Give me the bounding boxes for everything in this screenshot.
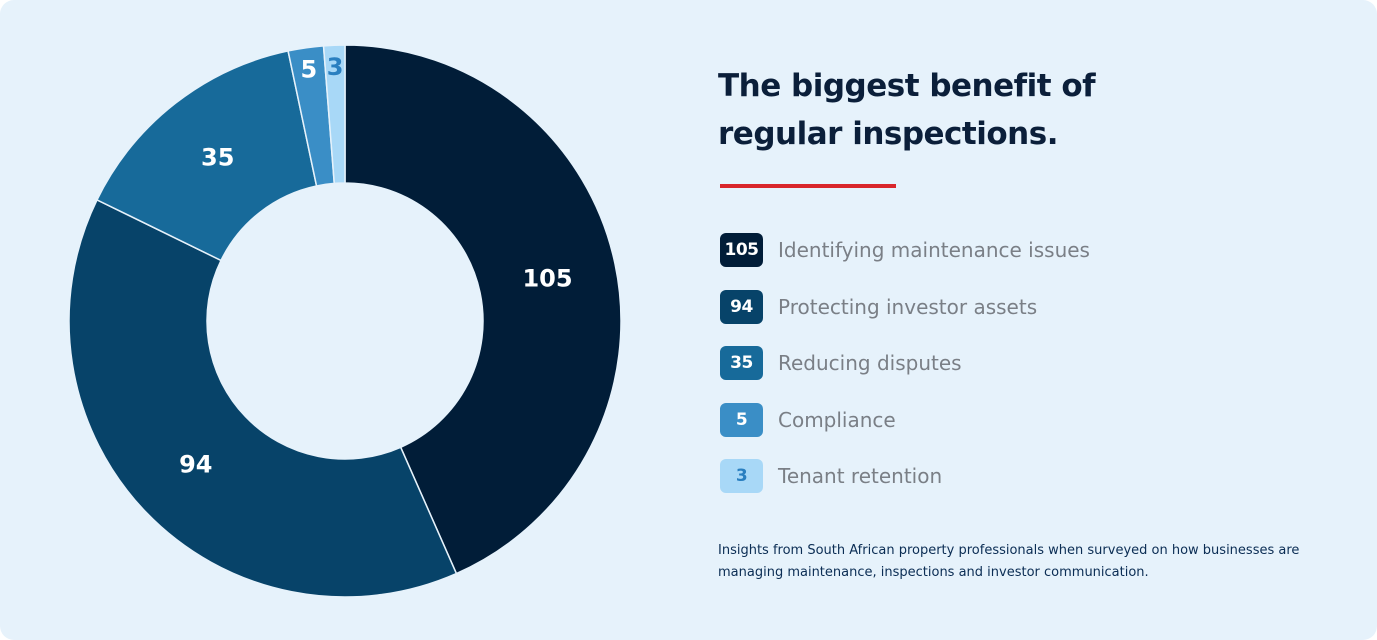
slice-value-label: 105: [522, 264, 572, 292]
legend-item-compliance: 5 Compliance: [720, 402, 1090, 437]
legend-item-identifying-maintenance-issues: 105 Identifying maintenance issues: [720, 233, 1090, 267]
donut-slice-identifying-maintenance-issues: [344, 44, 622, 575]
slice-value-label: 94: [179, 450, 212, 478]
legend-label: Tenant retention: [778, 464, 943, 488]
legend-item-reducing-disputes: 35 Reducing disputes: [720, 346, 1090, 380]
donut-slice-tenant-retention: [322, 44, 346, 185]
legend-label: Protecting investor assets: [778, 294, 1038, 319]
slice-value-label: 3: [327, 53, 344, 81]
chart-title-line-1: The biggest benefit of: [718, 68, 1096, 104]
legend-value-badge: 105: [720, 233, 763, 267]
legend-label: Compliance: [778, 407, 896, 432]
donut-slice-reducing-disputes: [95, 50, 318, 262]
legend-item-protecting-investor-assets: 94 Protecting investor assets: [720, 289, 1090, 324]
legend-value-badge: 94: [720, 289, 763, 324]
legend-label: Identifying maintenance issues: [778, 238, 1090, 262]
chart-title-line-2: regular inspections.: [718, 116, 1058, 152]
chart-title: The biggest benefit of regular inspectio…: [718, 62, 1318, 158]
legend-value-badge: 5: [720, 402, 763, 437]
legend-value-badge: 35: [720, 346, 763, 380]
legend-item-tenant-retention: 3 Tenant retention: [720, 459, 1090, 493]
legend-value-badge: 3: [720, 459, 763, 493]
slice-value-label: 35: [201, 144, 234, 172]
title-accent-rule: [720, 184, 896, 188]
legend-label: Reducing disputes: [778, 351, 962, 375]
donut-chart: 105 94 35 5 3: [68, 44, 622, 598]
footnote-line-1: Insights from South African property pro…: [718, 543, 1300, 558]
slice-value-label: 5: [301, 56, 318, 84]
chart-legend: 105 Identifying maintenance issues 94 Prote…: [720, 233, 1090, 516]
chart-footnote: Insights from South African property pro…: [718, 540, 1338, 584]
footnote-line-2: managing maintenance, inspections and in…: [718, 565, 1149, 580]
donut-slice-protecting-investor-assets: [68, 198, 458, 598]
